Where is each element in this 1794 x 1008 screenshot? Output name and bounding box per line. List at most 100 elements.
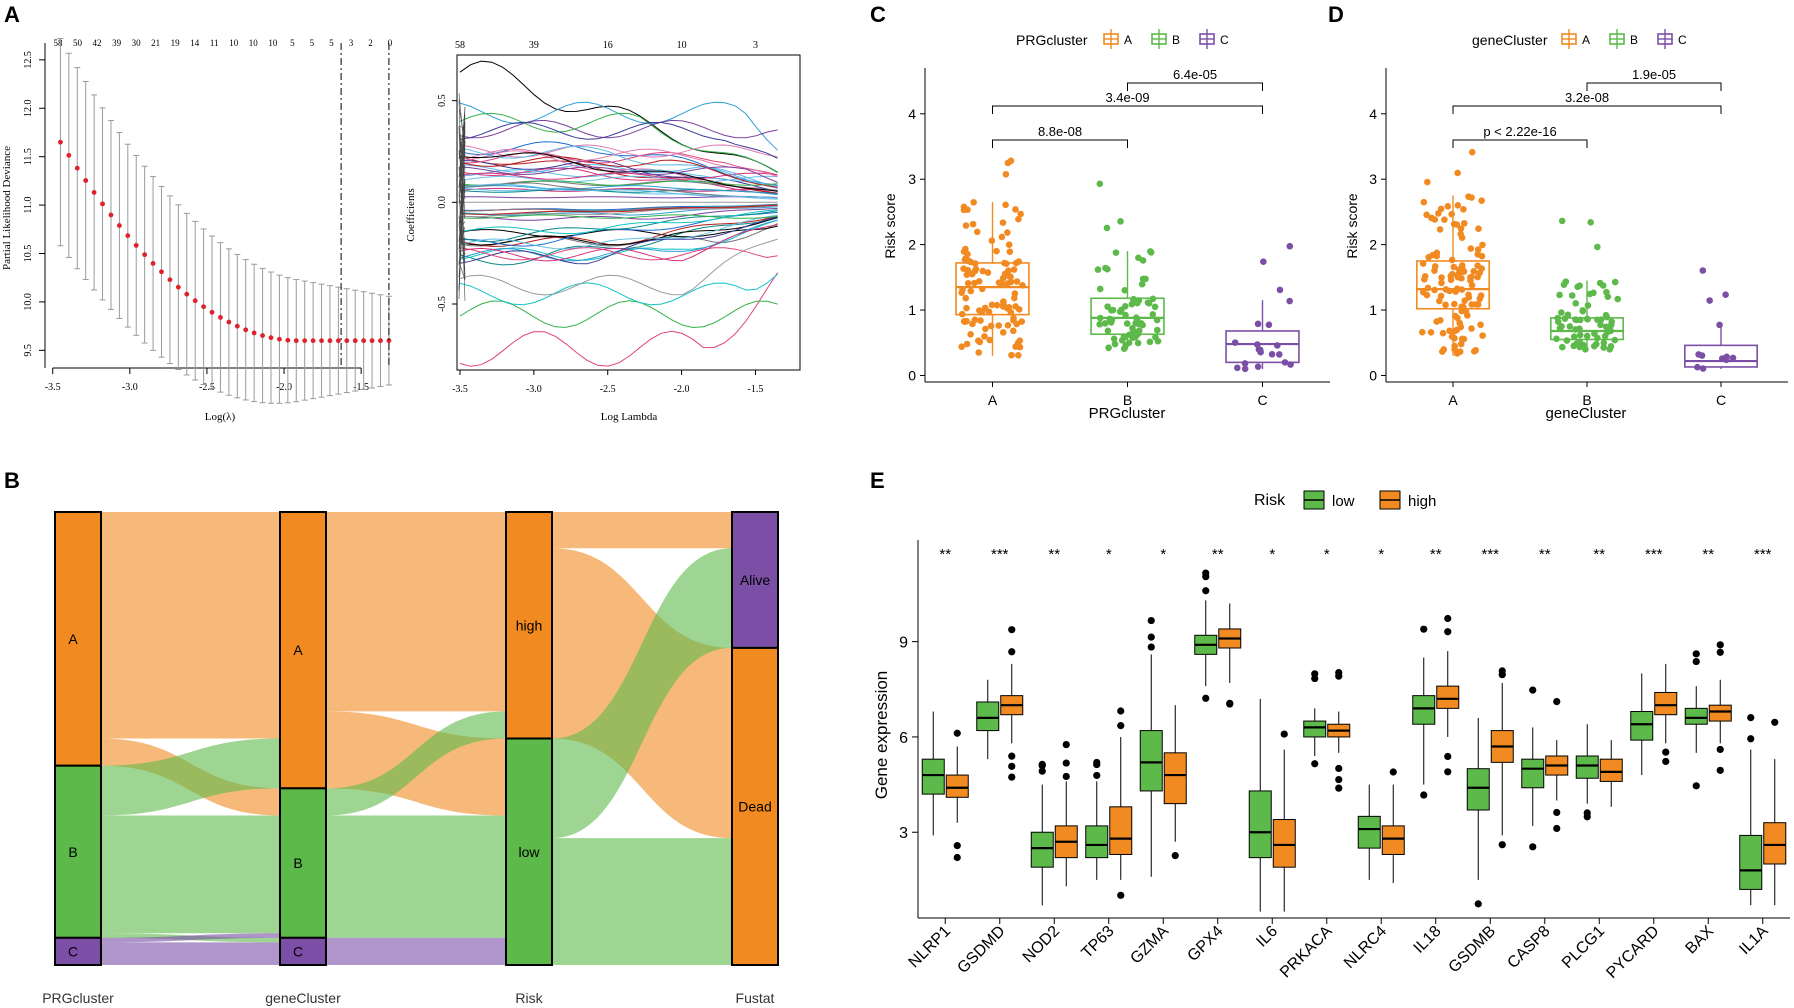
c-box	[955, 262, 1030, 316]
c-jitter-point	[965, 257, 973, 265]
c-jitter-point	[960, 248, 968, 255]
c-jitter-point	[973, 228, 981, 236]
a1-point	[58, 139, 63, 145]
c-jitter-point	[986, 336, 994, 344]
e-outlier	[1117, 722, 1125, 730]
c-jitter-point	[960, 265, 967, 273]
e-outlier	[1008, 648, 1016, 656]
e-outlier	[1692, 650, 1700, 658]
a2-xtick-label: -2.5	[600, 384, 616, 395]
e-xtick-label: NOD2	[1020, 923, 1064, 967]
d-jitter-point	[1454, 169, 1461, 177]
a2-top-count: 16	[603, 40, 613, 51]
e-outlier	[1583, 809, 1591, 817]
e-significance-label: **	[1539, 546, 1551, 563]
c-comparison-bracket	[992, 105, 1263, 114]
e-outlier	[1389, 768, 1397, 776]
a1-point	[209, 309, 215, 315]
c-jitter-point	[999, 329, 1007, 336]
e-xtick-label: PYCARD	[1603, 923, 1662, 982]
e-outlier	[1038, 762, 1046, 770]
d-jitter-point	[1479, 332, 1486, 339]
a2-coef-path	[459, 175, 778, 183]
a2-xtick-label: -2.0	[674, 384, 690, 395]
c-jitter-point	[1121, 287, 1129, 294]
a1-point	[142, 252, 148, 258]
panel-label-e: E	[870, 468, 885, 493]
a2-coef-path	[459, 247, 778, 261]
c-jitter-point	[959, 286, 966, 293]
a1-xtick-label: -2.0	[276, 382, 292, 393]
c-jitter-point	[1231, 339, 1239, 346]
d-jitter-point	[1559, 343, 1566, 351]
e-xtick-label: IL6	[1253, 923, 1281, 951]
c-jitter-point	[1146, 248, 1154, 255]
d-jitter-point	[1419, 260, 1427, 267]
e-significance-label: *	[1106, 546, 1112, 563]
panel-c-risk-by-prgcluster: PRGcluster Risk score PRGcluster 0 1 2 3 4 A B…	[882, 29, 1330, 422]
c-jitter-point	[976, 307, 983, 314]
c-jitter-point	[999, 303, 1007, 310]
e-outlier	[1553, 824, 1561, 833]
a2-path-index-tick	[458, 250, 466, 263]
d-jitter-point	[1579, 307, 1587, 315]
c-jitter-point	[963, 271, 971, 278]
d-legend-label: B	[1630, 33, 1638, 47]
d-jitter-point	[1584, 302, 1592, 309]
a2-path-index-tick	[458, 221, 466, 231]
d-jitter-point	[1556, 291, 1563, 299]
a1-point	[125, 233, 131, 239]
c-legend-title: PRGcluster	[1016, 32, 1088, 48]
c-jitter-point	[962, 222, 970, 229]
c-jitter-point	[979, 267, 987, 275]
e-outlier	[1529, 686, 1537, 694]
e-box	[1575, 755, 1599, 779]
e-outlier	[1335, 775, 1343, 784]
e-outlier	[953, 842, 961, 850]
d-jitter-point	[1475, 225, 1482, 233]
e-xtick-label: PRKACA	[1277, 923, 1336, 982]
d-p-value: p < 2.22e-16	[1483, 124, 1556, 139]
e-xtick-label: GZMA	[1127, 923, 1172, 968]
c-jitter-point	[1153, 326, 1161, 334]
c-jitter-point	[998, 233, 1006, 241]
b-node-label: B	[68, 844, 77, 860]
d-legend-title: geneCluster	[1472, 32, 1548, 48]
e-xtick-label: NLRP1	[906, 923, 955, 972]
c-jitter-point	[1241, 365, 1249, 373]
d-jitter-point	[1441, 216, 1448, 223]
c-jitter-point	[1003, 260, 1010, 267]
d-jitter-point	[1568, 292, 1576, 299]
a1-ylabel: Partial Likelihood Deviance	[1, 146, 13, 270]
a2-path-index-tick	[458, 226, 466, 246]
d-jitter-point	[1457, 230, 1464, 238]
c-jitter-point	[1096, 180, 1104, 188]
d-jitter-point	[1467, 277, 1474, 284]
c-jitter-point	[1152, 333, 1159, 341]
b-flow-band	[101, 512, 280, 739]
e-outlier	[1117, 707, 1125, 715]
a2-coef-path	[459, 163, 778, 189]
d-jitter-point	[1450, 263, 1458, 271]
e-box	[1599, 758, 1623, 782]
a2-path-index-tick	[458, 99, 466, 276]
b-flow-band	[101, 942, 280, 965]
c-jitter-point	[963, 317, 970, 325]
d-jitter-point	[1576, 331, 1584, 339]
c-jitter-point	[1254, 341, 1261, 348]
d-jitter-point	[1467, 245, 1475, 252]
c-jitter-point	[1014, 351, 1022, 359]
b-node	[505, 737, 553, 966]
e-significance-label: **	[1593, 546, 1605, 563]
c-jitter-point	[1008, 351, 1015, 359]
c-jitter-point	[1005, 304, 1013, 311]
d-jitter-point	[1723, 356, 1730, 364]
d-jitter-point	[1699, 365, 1707, 372]
d-jitter-point	[1460, 303, 1467, 311]
c-box	[1225, 330, 1300, 364]
c-legend-label: B	[1172, 33, 1180, 47]
d-jitter-point	[1423, 211, 1430, 219]
d-jitter-point	[1431, 263, 1439, 270]
e-box	[1684, 707, 1708, 725]
d-ylabel: Risk score	[1344, 193, 1360, 259]
